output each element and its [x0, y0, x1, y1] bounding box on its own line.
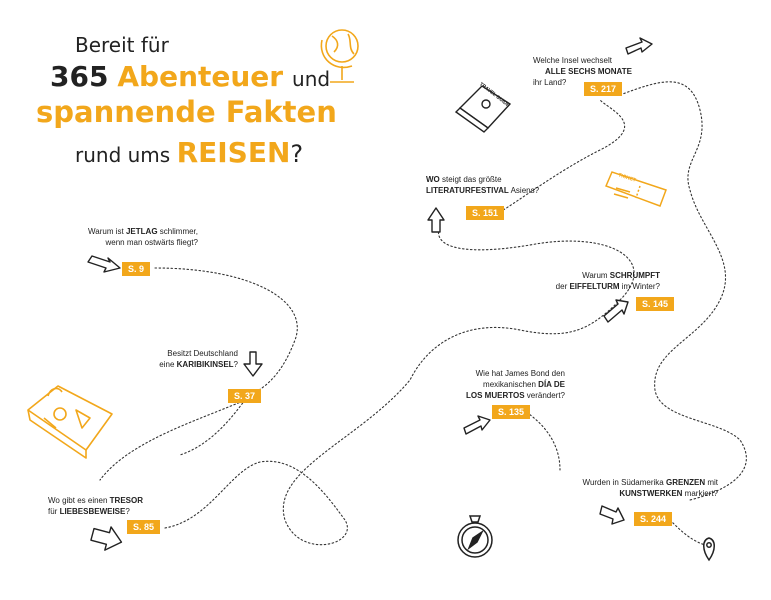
- arrow-icon: [603, 299, 629, 323]
- globe-icon: [320, 29, 359, 83]
- page-badge-135: S. 135: [492, 405, 531, 419]
- headline-reisen: REISEN: [176, 136, 291, 169]
- arrow-icon: [243, 351, 263, 377]
- arrow-icon: [463, 415, 491, 435]
- page-badge-37: S. 37: [228, 389, 262, 403]
- question-karibikinsel: Besitzt Deutschland eine KARIBIKINSEL?: [159, 349, 238, 369]
- headline-qmark: ?: [290, 140, 304, 168]
- travel-guide-icon: [454, 85, 512, 133]
- arrow-icon: [625, 37, 653, 55]
- question-grenzen: Wurden in Südamerika GRENZEN mit KUNSTWE…: [582, 478, 718, 498]
- page-badge-85: S. 85: [127, 520, 161, 534]
- compass-icon: [457, 515, 493, 558]
- question-dia-de-los-muertos: Wie hat James Bond den mexikanischen DÍA…: [466, 369, 565, 400]
- headline-abenteuer: Abenteuer: [117, 60, 284, 93]
- headline-und: und: [292, 67, 331, 91]
- headline-line-3: spannende Fakten: [36, 95, 337, 129]
- arrow-icon: [427, 207, 445, 233]
- question-tresor: Wo gibt es einen TRESOR für LIEBESBEWEIS…: [48, 496, 144, 516]
- suitcase-icon: [27, 385, 113, 459]
- page-badge-9: S. 9: [122, 262, 151, 276]
- question-jetlag: Warum ist JETLAG schlimmer, wenn man ost…: [88, 227, 198, 247]
- headline-rund: rund ums: [75, 143, 171, 167]
- question-eiffelturm: Warum SCHRUMPFT der EIFFELTURM im Winter…: [555, 271, 660, 291]
- map-pin-icon: [703, 537, 715, 562]
- arrow-icon: [90, 526, 123, 551]
- page-badge-145: S. 145: [636, 297, 675, 311]
- headline-line-4: rund ums REISEN?: [75, 136, 303, 169]
- arrow-icon: [599, 505, 625, 525]
- headline-line-1: Bereit für: [75, 33, 169, 57]
- page-badge-151: S. 151: [466, 206, 505, 220]
- headline-line-2: 365 Abenteuer und: [50, 60, 330, 93]
- question-sechs-monate: Welche Insel wechselt ALLE SECHS MONATE …: [533, 56, 632, 87]
- question-literaturfestival: WO steigt das größte LITERATURFESTIVAL A…: [426, 175, 540, 195]
- arrow-icon: [87, 255, 121, 273]
- headline-count: 365: [50, 60, 109, 93]
- page-badge-244: S. 244: [634, 512, 673, 526]
- page-badge-217: S. 217: [584, 82, 623, 96]
- ticket-icon: [604, 171, 667, 207]
